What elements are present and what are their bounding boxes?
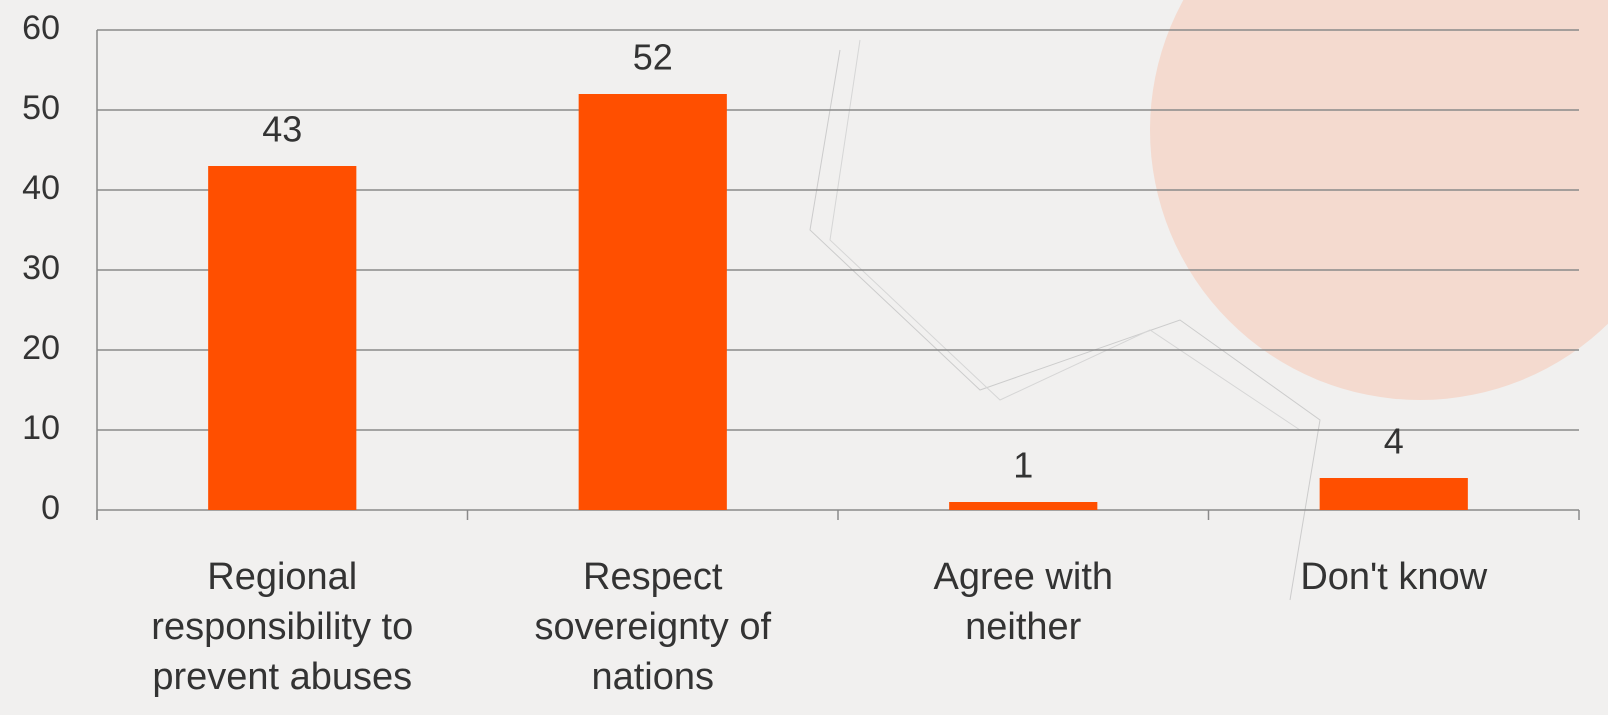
value-label: 1	[1013, 445, 1033, 486]
value-label: 52	[633, 37, 673, 78]
y-tick-label: 40	[22, 169, 60, 207]
x-tick-label: Agree with neither	[933, 556, 1114, 648]
x-tick-label: Regional responsibility to prevent abuse…	[151, 556, 414, 698]
y-tick-label: 60	[22, 9, 60, 47]
background-decoration	[809, 0, 1608, 601]
x-tick-label: Respect sovereignty of nations	[534, 556, 772, 698]
y-tick-label: 30	[22, 249, 60, 287]
bar	[1319, 478, 1468, 510]
value-label: 4	[1384, 421, 1404, 462]
y-tick-label: 50	[22, 89, 60, 127]
y-tick-label: 20	[22, 329, 60, 367]
value-label: 43	[262, 109, 302, 150]
bar	[578, 94, 727, 510]
x-tick-label: Don't know	[1300, 556, 1488, 598]
y-tick-label: 0	[41, 489, 60, 527]
bar	[208, 166, 357, 510]
y-tick-label: 10	[22, 409, 60, 447]
bar	[949, 502, 1098, 510]
